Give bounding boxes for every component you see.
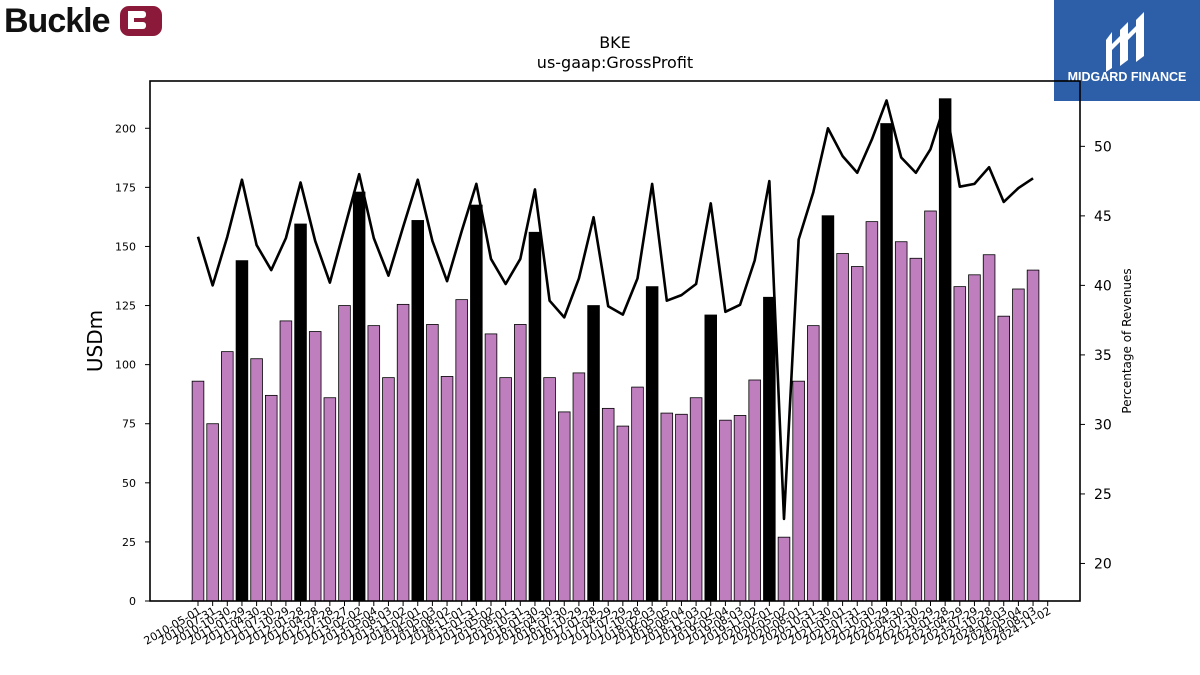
- company-logo-mark: [119, 6, 162, 36]
- bar: [645, 286, 659, 602]
- y2-tick-label: 20: [1094, 556, 1112, 572]
- bar: [572, 372, 586, 602]
- bar: [792, 380, 805, 602]
- bar: [1026, 269, 1040, 602]
- bar: [323, 397, 337, 602]
- bar: [235, 260, 249, 602]
- bar: [997, 315, 1011, 602]
- bar: [499, 377, 512, 602]
- y-tick-label: 75: [122, 418, 136, 431]
- bar: [675, 413, 688, 602]
- bar: [763, 296, 776, 602]
- brand-mark-icon: [1106, 12, 1144, 72]
- percentage-line: [196, 99, 1034, 521]
- bar: [264, 394, 278, 602]
- y2-tick-label: 30: [1094, 417, 1112, 433]
- bar: [440, 376, 454, 602]
- bar: [836, 253, 849, 602]
- y-axis-label: USDm: [83, 310, 107, 372]
- bar-series: [191, 98, 1040, 602]
- bar: [689, 397, 703, 602]
- bar: [587, 305, 600, 602]
- y2-tick-label: 45: [1094, 209, 1112, 225]
- bar: [704, 314, 718, 602]
- bar: [558, 411, 571, 602]
- bar: [279, 320, 293, 602]
- y-tick-label: 125: [115, 300, 136, 313]
- bar: [748, 379, 761, 602]
- bar: [631, 386, 644, 602]
- bar: [308, 331, 322, 602]
- y-tick-label: 200: [115, 122, 136, 135]
- bar: [601, 407, 615, 602]
- y2-tick-label: 25: [1094, 487, 1112, 503]
- y2-tick-label: 35: [1094, 348, 1112, 364]
- y2-axis-label: Percentage of Revenues: [1120, 268, 1134, 413]
- brand-logo-text: MIDGARD FINANCE: [1068, 70, 1187, 84]
- chart-subtitle: us-gaap:GrossProfit: [537, 53, 693, 72]
- bar: [924, 210, 937, 602]
- bar: [338, 305, 351, 602]
- bar: [543, 377, 556, 602]
- bar: [221, 351, 234, 602]
- brand-logo: MIDGARD FINANCE: [1054, 0, 1200, 101]
- bar: [909, 257, 923, 602]
- bar: [982, 254, 996, 602]
- bar: [938, 98, 952, 602]
- bar: [191, 380, 205, 602]
- y-tick-label: 150: [115, 240, 136, 253]
- bar: [514, 324, 527, 602]
- bar: [865, 221, 879, 602]
- y-tick-label: 0: [129, 595, 136, 608]
- bar: [382, 377, 395, 602]
- bar: [616, 425, 630, 602]
- bar: [250, 358, 263, 602]
- bar: [953, 286, 967, 602]
- bar: [851, 266, 864, 602]
- bar: [294, 223, 307, 602]
- bar: [470, 204, 483, 602]
- bar: [426, 324, 439, 602]
- bar: [777, 536, 791, 602]
- company-logo-text: Buckle: [4, 2, 110, 40]
- x-axis-ticks: 2010-05-012010-07-312010-10-302011-01-29…: [142, 601, 1053, 648]
- bar: [367, 325, 381, 602]
- bar: [411, 220, 424, 602]
- bar: [807, 325, 820, 602]
- y2-tick-label: 50: [1094, 139, 1112, 155]
- bar: [880, 123, 893, 602]
- bar: [733, 415, 747, 602]
- right-axis-ticks: 20 25 30 35 40 45 50: [1080, 139, 1112, 572]
- bar: [528, 231, 542, 602]
- bar: [484, 333, 498, 602]
- line-series: [196, 99, 1034, 521]
- left-axis-ticks: 0 25 50 75 100 125 150 175 200: [115, 122, 150, 608]
- bar: [206, 423, 219, 602]
- y2-tick-label: 40: [1094, 278, 1112, 294]
- chart-title: BKE: [599, 33, 631, 52]
- y-tick-label: 50: [122, 477, 136, 490]
- plot-frame: [149, 80, 1081, 602]
- bar: [821, 215, 835, 602]
- y-tick-label: 25: [122, 536, 136, 549]
- y-tick-label: 175: [115, 181, 136, 194]
- bar: [968, 274, 981, 602]
- bar: [1012, 288, 1025, 602]
- company-logo: Buckle: [4, 4, 162, 38]
- bar: [719, 419, 732, 602]
- y-tick-label: 100: [115, 359, 136, 372]
- bar: [352, 191, 366, 602]
- bar: [894, 241, 908, 602]
- bar: [455, 299, 468, 602]
- bar: [396, 303, 410, 602]
- bar: [660, 412, 674, 602]
